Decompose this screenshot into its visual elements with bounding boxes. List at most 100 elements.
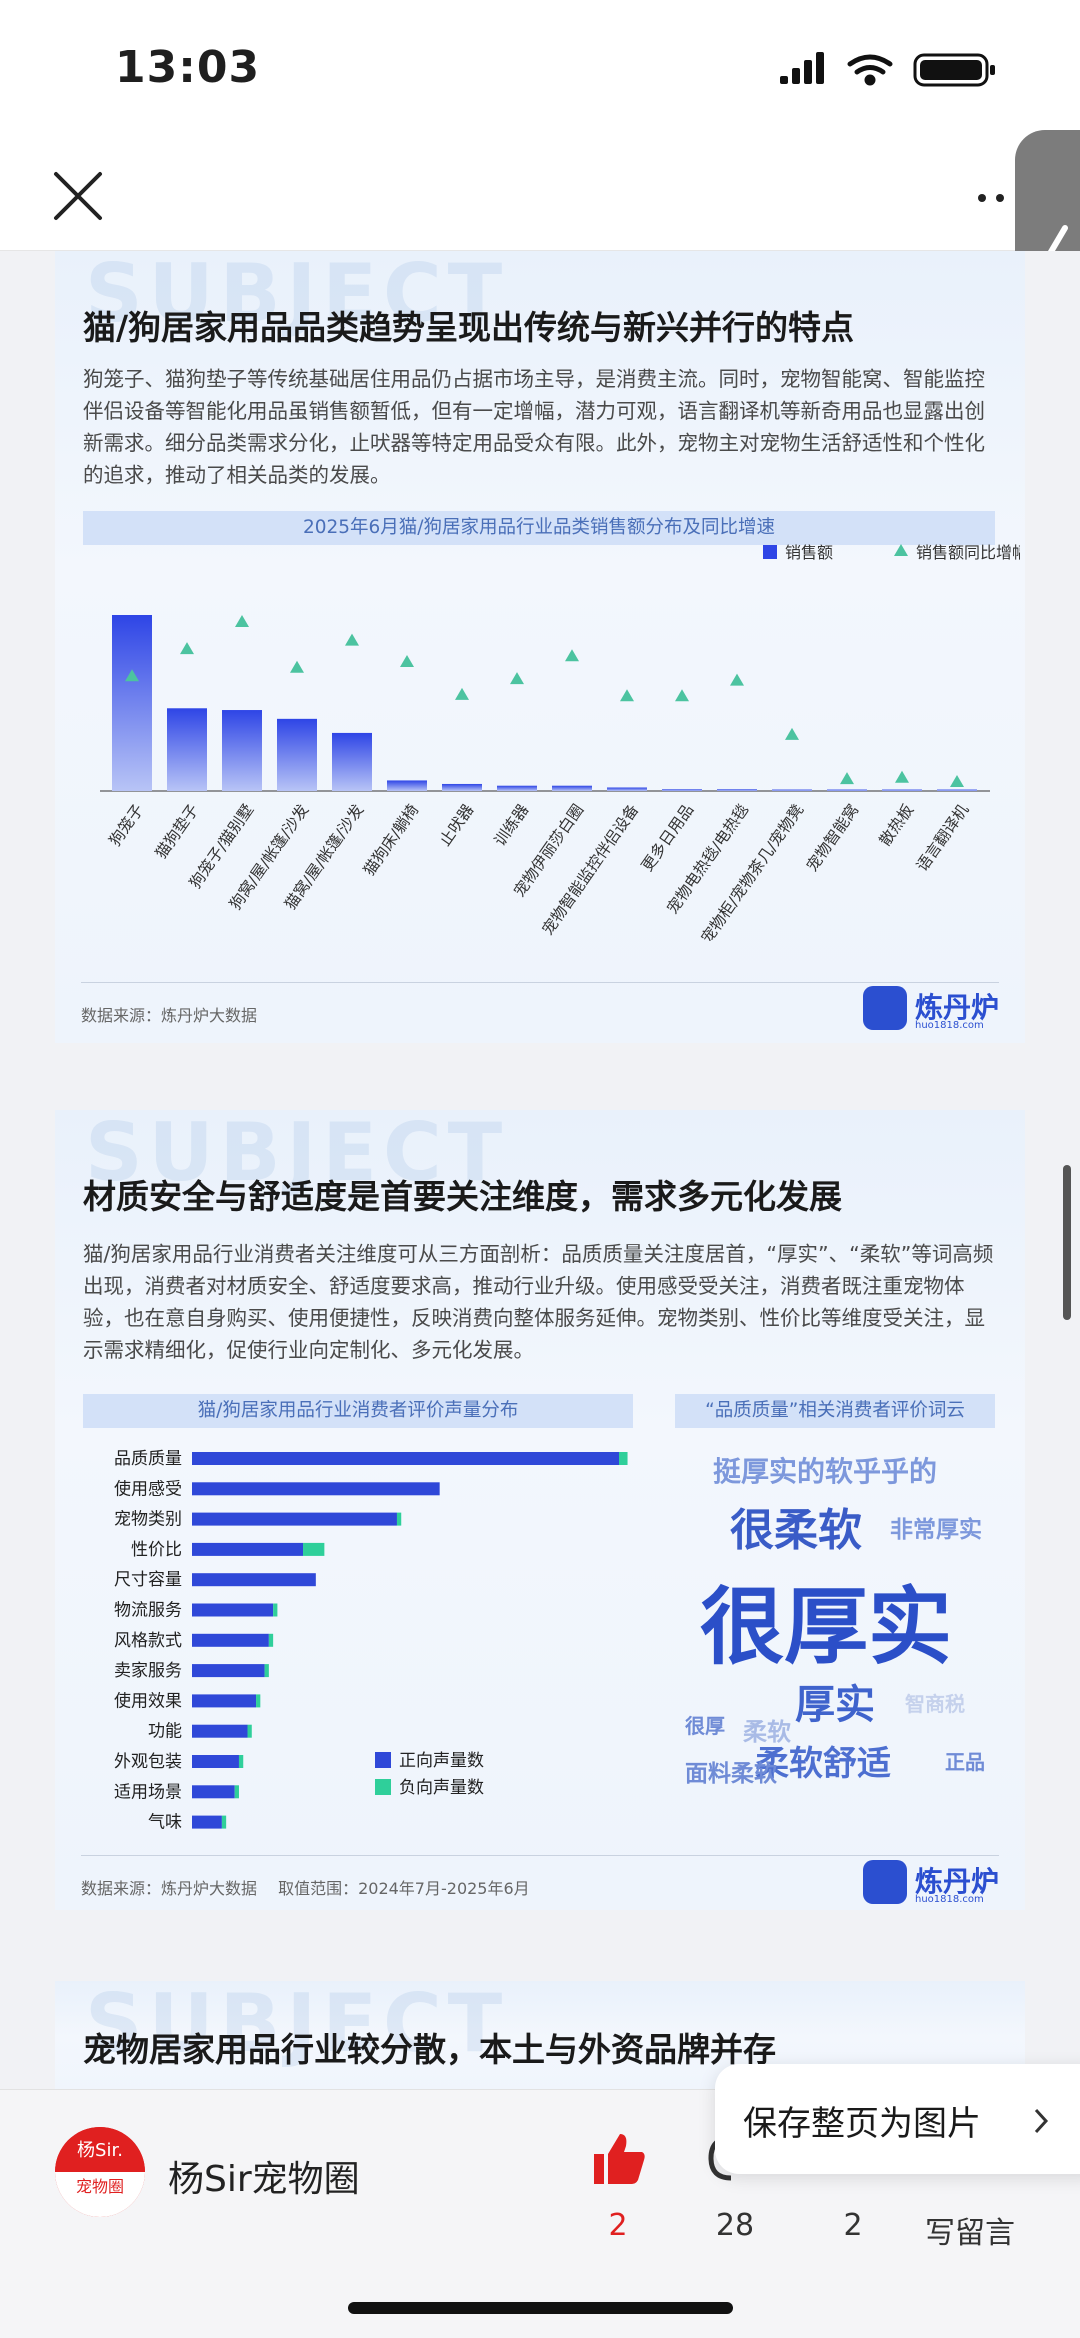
more-icon[interactable] [970, 178, 1030, 218]
negative-bar [238, 1755, 244, 1768]
sales-bar [772, 789, 812, 791]
sales-bar [607, 787, 647, 791]
positive-bar [192, 1694, 257, 1708]
category-label: 宠物柜/宠物茶几/宠物凳 [698, 801, 808, 941]
negative-bar [303, 1542, 325, 1556]
comment-count: 28 [715, 2208, 755, 2243]
home-indicator[interactable] [348, 2302, 733, 2314]
legend-negative-swatch [375, 1779, 391, 1795]
positive-bar [192, 1452, 619, 1465]
negative-bar [221, 1815, 227, 1829]
share-count: 2 [843, 2208, 863, 2243]
negative-bar [264, 1664, 269, 1678]
growth-marker [840, 772, 854, 785]
category-label: 训练器 [491, 801, 533, 850]
chart-title-band: 2025年6月猫/狗居家用品行业品类销售额分布及同比增速 [83, 511, 995, 545]
category-label: 尺寸容量 [114, 1570, 182, 1590]
logo-text: 炼丹炉 [915, 991, 1000, 1024]
sales-bar [222, 710, 262, 791]
sales-bar [387, 780, 427, 791]
positive-bar [192, 1815, 222, 1829]
logo-text: 炼丹炉 [915, 1865, 1000, 1898]
legend-negative-label: 负向声量数 [399, 1778, 484, 1798]
negative-bar [234, 1785, 239, 1799]
article-content[interactable]: SUBJECT 猫/狗居家用品品类趋势呈现出传统与新兴并行的特点 狗笼子、猫狗垫… [0, 251, 1080, 2089]
legend-growth-marker [894, 544, 908, 556]
sales-bar [277, 718, 317, 791]
positive-bar [192, 1755, 239, 1768]
growth-marker [290, 660, 304, 673]
like-icon[interactable] [590, 2130, 648, 2186]
word-cloud-item: 很厚实 [700, 1578, 953, 1676]
save-page-as-image-button[interactable]: 保存整页为图片 [715, 2064, 1080, 2174]
category-label: 气味 [148, 1813, 182, 1833]
growth-marker [345, 633, 359, 646]
category-label: 卖家服务 [114, 1661, 182, 1681]
growth-marker [895, 770, 909, 783]
category-label: 止吠器 [436, 801, 478, 850]
data-source: 数据来源：炼丹炉大数据 [81, 1006, 258, 1025]
word-cloud-item: 很厚 [685, 1714, 725, 1738]
card-title: 猫/狗居家用品品类趋势呈现出传统与新兴并行的特点 [83, 308, 855, 347]
category-label: 宠物智能窝 [803, 801, 862, 875]
category-label: 猫狗床/躺椅 [360, 801, 422, 879]
positive-bar [192, 1633, 269, 1647]
growth-marker [455, 687, 469, 700]
wifi-icon [847, 54, 893, 86]
positive-bar [192, 1482, 440, 1496]
sales-bar [497, 785, 537, 791]
word-cloud-item: 挺厚实的软乎乎的 [713, 1455, 938, 1488]
card-watermark: SUBJECT [85, 251, 509, 340]
negative-bar [268, 1633, 274, 1647]
category-label: 适用场景 [114, 1782, 182, 1802]
positive-bar [192, 1542, 304, 1556]
status-bar: 13:03 [0, 0, 1080, 140]
word-cloud-item: 柔软 [743, 1718, 791, 1746]
card-description: 猫/狗居家用品行业消费者关注维度可从三方面剖析：品质质量关注度居首，“厚实”、“… [83, 1242, 994, 1362]
growth-marker [675, 689, 689, 702]
sales-bar [882, 789, 922, 791]
category-label: 猫狗垫子 [152, 801, 202, 862]
positive-bar [192, 1724, 248, 1738]
growth-marker [235, 615, 249, 627]
negative-bar [273, 1603, 278, 1617]
divider [81, 982, 999, 983]
brand-logo: 炼丹炉 huo1818.com [863, 986, 1003, 1032]
data-source: 数据来源：炼丹炉大数据 取值范围：2024年7月-2025年6月 [81, 1879, 530, 1898]
category-label: 品质质量 [114, 1449, 182, 1469]
card-description: 狗笼子、猫狗垫子等传统基础居住用品仍占据市场主导，是消费主流。同时，宠物智能窝、… [83, 367, 985, 487]
category-label: 使用感受 [114, 1478, 182, 1499]
negative-bar [256, 1694, 261, 1708]
card-watermark: SUBJECT [85, 1981, 509, 2070]
legend-bar-swatch [763, 545, 777, 559]
brand-logo: 炼丹炉 huo1818.com [863, 1860, 1003, 1906]
avatar[interactable]: 杨Sir. 宠物圈 [55, 2127, 145, 2217]
legend-positive-label: 正向声量数 [399, 1751, 484, 1771]
growth-marker [180, 642, 194, 655]
negative-bar [619, 1452, 628, 1465]
category-label: 功能 [148, 1722, 182, 1742]
chevron-right-icon [1034, 2108, 1049, 2134]
scroll-indicator[interactable] [1063, 1165, 1071, 1320]
category-label: 散热板 [876, 801, 917, 849]
word-cloud-item: 正品 [945, 1750, 985, 1774]
author-name[interactable]: 杨Sir宠物圈 [168, 2159, 360, 2200]
positive-bar [192, 1512, 397, 1526]
close-icon[interactable] [50, 168, 106, 224]
logo-url: huo1818.com [915, 1020, 984, 1031]
legend-bar-label: 销售额 [785, 543, 833, 562]
sales-bar [662, 789, 702, 791]
write-comment-button[interactable]: 写留言 [925, 2216, 1015, 2251]
negative-bar [396, 1512, 402, 1526]
word-cloud: 挺厚实的软乎乎的 很柔软 非常厚实 很厚实 厚实 智商税 很厚 柔软 柔软舒适 … [655, 1440, 1015, 1840]
sales-bar [937, 789, 977, 791]
card-title: 宠物居家用品行业较分散，本土与外资品牌并存 [83, 2030, 776, 2069]
card-title: 材质安全与舒适度是首要关注维度，需求多元化发展 [83, 1177, 842, 1216]
word-cloud-item: 厚实 [795, 1682, 875, 1728]
sales-bar [332, 732, 372, 791]
category-label: 物流服务 [114, 1601, 182, 1621]
infographic-card-attention: SUBJECT 材质安全与舒适度是首要关注维度，需求多元化发展 猫/狗居家用品行… [55, 1110, 1025, 1910]
divider [81, 1855, 999, 1856]
category-label: 外观包装 [114, 1752, 182, 1772]
